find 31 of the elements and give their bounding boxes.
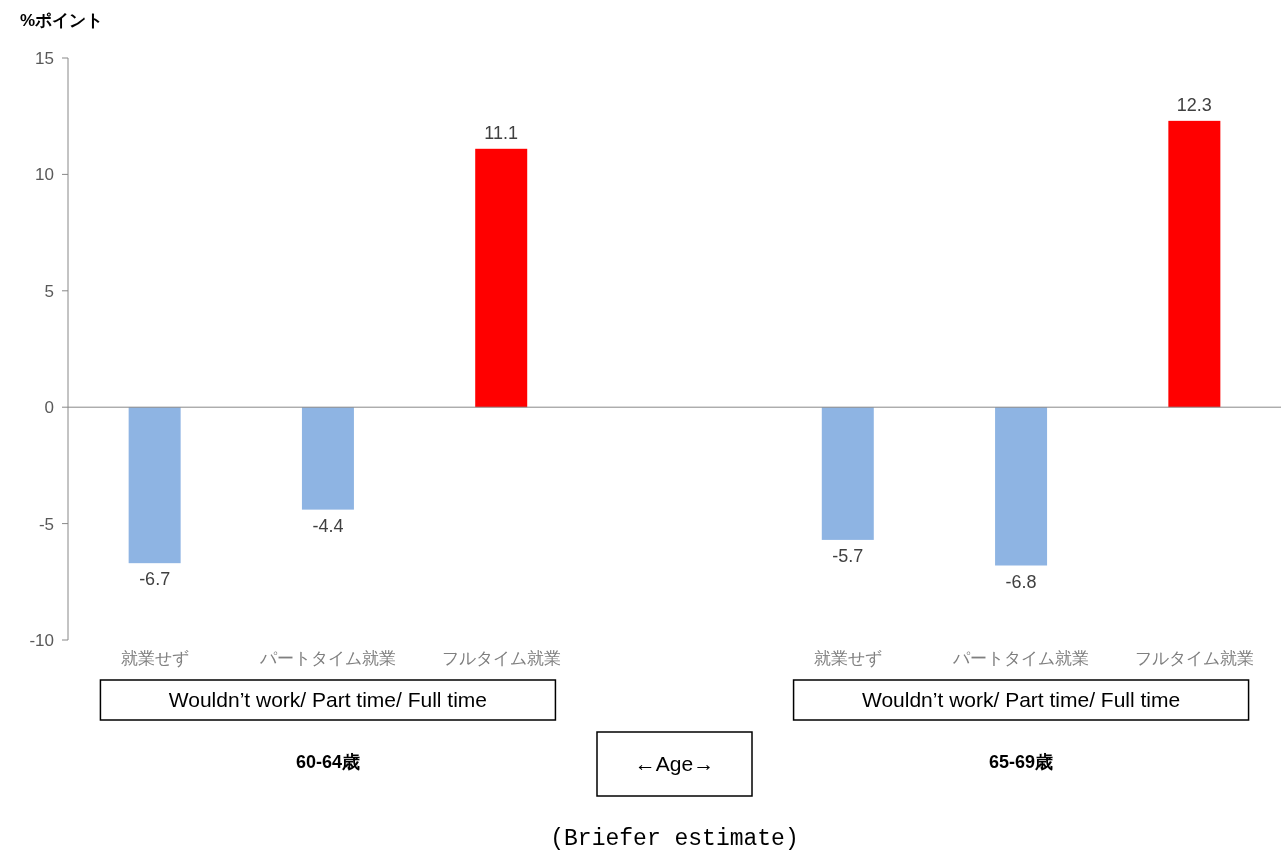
text: 60-64歳 <box>295 752 360 772</box>
x-tick-label: 就業せず <box>813 649 882 668</box>
bar <box>301 407 354 510</box>
data-label: 11.1 <box>484 122 519 143</box>
text: ←Age→ <box>634 752 715 776</box>
y-axis-title: %ポイント <box>20 11 104 30</box>
y-tick-label: 0 <box>44 398 54 418</box>
y-tick-label: 10 <box>35 165 54 185</box>
y-tick-label: 5 <box>44 281 54 301</box>
text: 65-69歳 <box>989 752 1054 772</box>
y-tick-label: -10 <box>29 631 54 650</box>
x-tick-label: フルタイム就業 <box>1134 649 1254 668</box>
bar <box>995 407 1048 566</box>
text: (Briefer estimate) <box>550 826 799 852</box>
bar <box>821 407 874 540</box>
x-tick-label: パートタイム就業 <box>952 649 1090 668</box>
bar <box>128 407 181 564</box>
data-label: 12.3 <box>1176 94 1212 115</box>
x-tick-label: パートタイム就業 <box>258 649 396 668</box>
text: Wouldn’t work/ Part time/ Full time <box>861 688 1181 712</box>
text: Wouldn’t work/ Part time/ Full time <box>168 688 488 712</box>
data-label: -6.7 <box>139 569 171 590</box>
x-tick-label: 就業せず <box>120 649 189 668</box>
data-label: -5.7 <box>832 545 864 566</box>
x-tick-label: フルタイム就業 <box>441 649 561 668</box>
bar <box>1168 120 1221 408</box>
y-tick-label: 15 <box>35 49 54 68</box>
y-tick-label: -5 <box>38 514 54 534</box>
bar <box>475 148 528 408</box>
data-label: -6.8 <box>1005 571 1037 592</box>
data-label: -4.4 <box>312 515 344 536</box>
